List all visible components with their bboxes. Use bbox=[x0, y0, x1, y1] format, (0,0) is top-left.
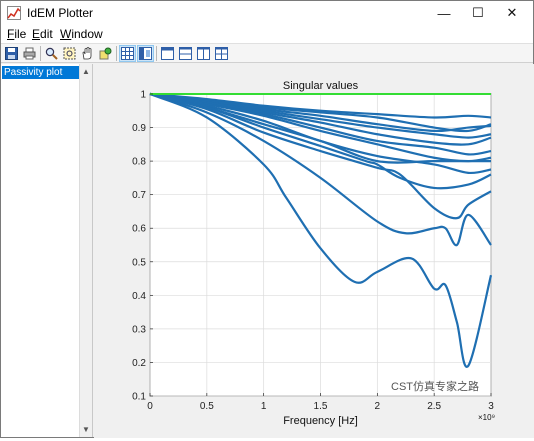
y-tick-label: 0.3 bbox=[132, 324, 146, 335]
x-tick-labels: 0 0.5 1 1.5 2 2.5 3 bbox=[147, 393, 494, 412]
app-icon bbox=[7, 6, 21, 20]
y-tick-label: 0.2 bbox=[132, 358, 146, 369]
singular-value-series-12 bbox=[149, 92, 492, 247]
zoom-box-icon[interactable] bbox=[61, 45, 78, 62]
window-title: IdEM Plotter bbox=[27, 6, 94, 20]
split-view-icon[interactable] bbox=[137, 45, 154, 62]
close-button[interactable]: ✕ bbox=[506, 5, 518, 20]
minimize-button[interactable]: — bbox=[437, 5, 451, 21]
x-axis-label: Frequency [Hz] bbox=[283, 415, 358, 427]
x-tick-label: 0 bbox=[147, 401, 153, 412]
title-bar: IdEM Plotter — ☐ ✕ bbox=[1, 1, 533, 25]
x-tick-label: 2.5 bbox=[427, 401, 441, 412]
pan-hand-icon[interactable] bbox=[79, 45, 96, 62]
maximize-button[interactable]: ☐ bbox=[472, 5, 484, 20]
y-tick-label: 0.5 bbox=[132, 257, 146, 268]
sidebar-scrollbar[interactable]: ▲ ▼ bbox=[79, 64, 92, 437]
x-axis-exponent: ×10⁹ bbox=[478, 413, 495, 422]
menu-window[interactable]: Window bbox=[60, 27, 103, 41]
data-cursor-icon[interactable] bbox=[97, 45, 114, 62]
y-tick-label: 0.6 bbox=[132, 224, 146, 235]
singular-value-series-10 bbox=[149, 92, 492, 190]
x-tick-label: 0.5 bbox=[200, 401, 214, 412]
y-tick-label: 0.9 bbox=[132, 123, 146, 134]
y-tick-labels: 0.1 0.2 0.3 0.4 0.5 0.6 0.7 0.8 0.9 1 bbox=[132, 90, 153, 403]
singular-value-series-1 bbox=[149, 92, 492, 119]
x-tick-label: 1.5 bbox=[314, 401, 328, 412]
print-icon[interactable] bbox=[21, 45, 38, 62]
singular-value-series-3 bbox=[149, 92, 492, 133]
menu-bar: File Edit Window bbox=[1, 25, 533, 43]
save-icon[interactable] bbox=[3, 45, 20, 62]
singular-value-series-5 bbox=[149, 92, 492, 146]
scroll-up-icon[interactable]: ▲ bbox=[82, 66, 90, 76]
menu-edit[interactable]: Edit bbox=[32, 27, 53, 41]
y-tick-label: 0.8 bbox=[132, 157, 146, 168]
toolbar-separator bbox=[40, 46, 41, 61]
x-tick-label: 1 bbox=[261, 401, 267, 412]
scroll-down-icon[interactable]: ▼ bbox=[82, 424, 90, 434]
x-tick-label: 2 bbox=[375, 401, 381, 412]
horizontal-split-icon[interactable] bbox=[177, 45, 194, 62]
quad-split-icon[interactable] bbox=[213, 45, 230, 62]
vertical-split-icon[interactable] bbox=[195, 45, 212, 62]
y-tick-label: 0.4 bbox=[132, 291, 146, 302]
single-panel-icon[interactable] bbox=[159, 45, 176, 62]
singular-value-series-8 bbox=[149, 92, 492, 175]
menu-file[interactable]: File bbox=[7, 27, 27, 41]
toolbar-separator bbox=[156, 46, 157, 61]
singular-value-series-11 bbox=[149, 92, 492, 220]
plot-list-sidebar: Passivity plot ▲ ▼ bbox=[1, 64, 93, 437]
singular-values-chart[interactable]: 0 0.5 1 1.5 2 2.5 3 0.10.20.30.40.50.60.70.80.… bbox=[94, 64, 534, 438]
toolbar bbox=[1, 43, 533, 63]
y-tick-label: 1 bbox=[140, 90, 146, 101]
singular-value-series-13 bbox=[149, 92, 493, 368]
toolbar-separator bbox=[116, 46, 117, 61]
y-tick-label: 0.7 bbox=[132, 190, 146, 201]
chart-title: Singular values bbox=[283, 80, 359, 92]
grid-view-icon[interactable] bbox=[119, 45, 136, 62]
series-group bbox=[149, 92, 493, 368]
y-tick-label: 0.1 bbox=[132, 392, 146, 403]
plot-panel: 0 0.5 1 1.5 2 2.5 3 0.1 0.2 0.3 0.4 0.5 0.6 0.7 0.8 0.… bbox=[94, 64, 534, 438]
sidebar-item-passivity-plot[interactable]: Passivity plot bbox=[2, 66, 80, 79]
watermark-text: CST仿真专家之路 bbox=[391, 379, 479, 393]
x-tick-label: 3 bbox=[488, 401, 494, 412]
zoom-icon[interactable] bbox=[43, 45, 60, 62]
